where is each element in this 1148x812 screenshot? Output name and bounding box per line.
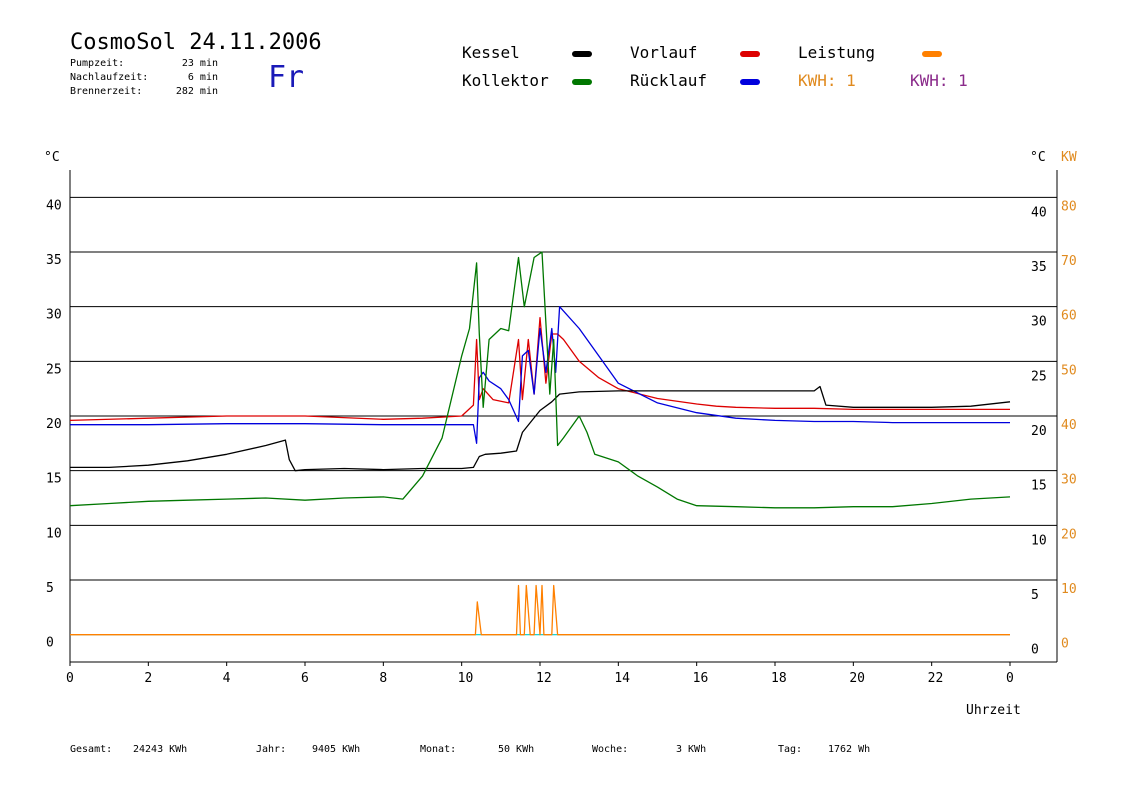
y-tick-power-0: 0: [1061, 637, 1069, 652]
y-unit-power: KW: [1061, 150, 1077, 165]
footer-month-label: Monat:: [420, 744, 457, 755]
x-axis-label: Uhrzeit: [966, 703, 1021, 718]
y-tick-left-35: 35: [46, 253, 62, 268]
footer-day-value: 1762 Wh: [828, 744, 871, 755]
y-tick-power-50: 50: [1061, 363, 1077, 378]
legend-swatch-kollektor: [572, 79, 592, 85]
legend-label-ruecklauf: Rücklauf: [630, 71, 708, 90]
legend-swatch-vorlauf: [740, 51, 760, 57]
y-tick-right-35: 35: [1031, 260, 1047, 275]
y-tick-right-20: 20: [1031, 424, 1047, 439]
y-tick-right-30: 30: [1031, 315, 1047, 330]
y-tick-power-30: 30: [1061, 473, 1077, 488]
x-tick-label-5: 10: [458, 671, 474, 686]
legend-swatch-leistung: [922, 51, 942, 57]
run-on-time-label: Nachlaufzeit:: [70, 72, 149, 83]
pump-time-label: Pumpzeit:: [70, 58, 125, 69]
burner-time-value: 282 min: [175, 86, 218, 97]
legend-swatch-ruecklauf: [740, 79, 760, 85]
y-tick-power-40: 40: [1061, 418, 1077, 433]
series-line-leistung: [70, 584, 1010, 636]
footer-week-value: 3 KWh: [676, 744, 707, 755]
kwh-purple: KWH: 1: [910, 71, 968, 90]
legend-label-kollektor: Kollektor: [462, 71, 549, 90]
x-tick-label-12: 0: [1006, 671, 1014, 686]
y-tick-power-70: 70: [1061, 254, 1077, 269]
series-line-kollektor: [69, 251, 1011, 509]
y-tick-right-25: 25: [1031, 369, 1047, 384]
y-tick-left-40: 40: [46, 198, 62, 213]
kwh-orange: KWH: 1: [798, 71, 856, 90]
footer-year-label: Jahr:: [256, 744, 287, 755]
x-tick-label-7: 14: [614, 671, 630, 686]
y-tick-right-15: 15: [1031, 479, 1047, 494]
footer-total-label: Gesamt:: [70, 744, 113, 755]
y-tick-power-60: 60: [1061, 309, 1077, 324]
y-tick-left-30: 30: [46, 308, 62, 323]
legend-swatch-kessel: [572, 51, 592, 57]
footer-year-value: 9405 KWh: [312, 744, 361, 755]
pump-time-value: 23 min: [181, 58, 218, 69]
y-unit-left: °C: [44, 150, 60, 165]
chart-title: CosmoSol 24.11.2006: [70, 30, 322, 55]
y-tick-left-15: 15: [46, 472, 62, 487]
x-tick-label-8: 16: [693, 671, 709, 686]
x-tick-label-9: 18: [771, 671, 787, 686]
y-tick-left-0: 0: [46, 636, 54, 651]
footer-month-value: 50 KWh: [498, 744, 535, 755]
legend-label-vorlauf: Vorlauf: [630, 43, 698, 62]
y-tick-power-10: 10: [1061, 582, 1077, 597]
y-tick-power-80: 80: [1061, 199, 1077, 214]
footer-total-value: 24243 KWh: [133, 744, 188, 755]
legend-label-leistung: Leistung: [798, 43, 876, 62]
y-tick-power-20: 20: [1061, 527, 1077, 542]
x-tick-label-2: 4: [223, 671, 231, 686]
series-line-rcklauf: [70, 306, 1010, 444]
run-on-time-value: 6 min: [187, 72, 218, 83]
y-unit-right: °C: [1030, 150, 1046, 165]
y-tick-right-5: 5: [1031, 588, 1039, 603]
y-tick-left-25: 25: [46, 362, 62, 377]
series-line-kessel: [70, 385, 1011, 472]
y-tick-right-40: 40: [1031, 205, 1047, 220]
x-tick-label-4: 8: [379, 671, 387, 686]
x-tick-label-11: 22: [928, 671, 944, 686]
legend-label-kessel: Kessel: [462, 43, 520, 62]
burner-time-label: Brennerzeit:: [70, 86, 143, 97]
x-tick-label-0: 0: [66, 671, 74, 686]
y-tick-right-0: 0: [1031, 643, 1039, 658]
footer-day-label: Tag:: [778, 744, 803, 755]
y-tick-left-5: 5: [46, 581, 54, 596]
x-tick-label-3: 6: [301, 671, 309, 686]
x-tick-label-6: 12: [536, 671, 552, 686]
y-tick-left-20: 20: [46, 417, 62, 432]
y-tick-right-10: 10: [1031, 533, 1047, 548]
footer-week-label: Woche:: [592, 744, 629, 755]
weekday-label: Fr: [268, 60, 305, 95]
x-tick-label-10: 20: [849, 671, 865, 686]
y-tick-left-10: 10: [46, 526, 62, 541]
x-tick-label-1: 2: [144, 671, 152, 686]
